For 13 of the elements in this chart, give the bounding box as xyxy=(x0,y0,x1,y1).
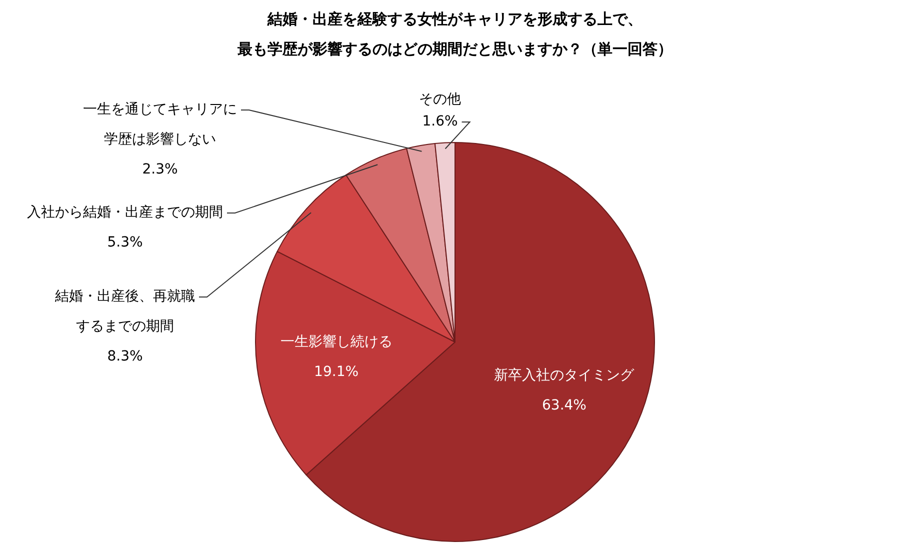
data-label: 19.1% xyxy=(314,364,359,380)
data-label: 1.6% xyxy=(422,114,458,130)
slice-label: 結婚・出産後、再就職するまでの期間 xyxy=(54,288,195,335)
data-label: 8.3% xyxy=(107,348,143,365)
slice-label: 一生を通じてキャリアに学歴は影響しない xyxy=(83,102,237,148)
chart-title: 結婚・出産を経験する女性がキャリアを形成する上で、最も学歴が影響するのはどの期間だと思いますか？（単一回答） xyxy=(236,10,672,58)
data-label: 63.4% xyxy=(542,398,586,414)
slice-label: 入社から結婚・出産までの期間 xyxy=(27,204,223,221)
slice-label: 新卒入社のタイミング xyxy=(494,368,636,384)
data-label: 5.3% xyxy=(107,234,143,251)
slice-label: 一生影響し続ける xyxy=(280,334,392,350)
slice-label: その他 xyxy=(419,92,461,108)
data-label: 2.3% xyxy=(142,162,178,178)
